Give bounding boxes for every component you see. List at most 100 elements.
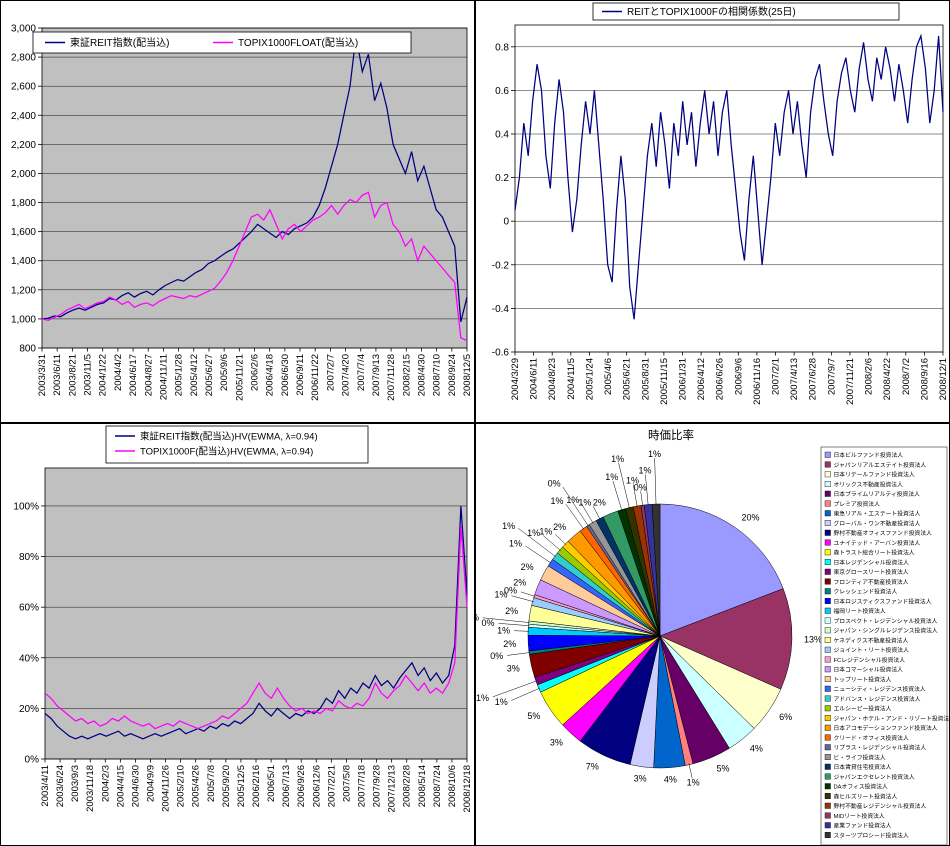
legend-label: 森トラスト総合リート投資法人 [834, 549, 915, 557]
plot-area [44, 467, 468, 760]
line-chart-vol: 0%20%40%60%80%100%2003/4/11 2003/6/24 2003… [0, 423, 475, 846]
legend-swatch [824, 715, 831, 721]
x-tick-label: 2006/11/16 [752, 358, 763, 405]
pie-slice [659, 503, 784, 637]
legend-swatch [824, 773, 831, 780]
legend-swatch [824, 461, 831, 468]
pie-percent-label: 2% [593, 498, 606, 508]
x-tick-label: 2004/3/29 [510, 358, 521, 400]
legend-label: TOPIX1000FLOAT(配当込) [238, 36, 358, 49]
legend-swatch [824, 500, 831, 507]
legend-label: 日本プライムリアルティ投資法人 [834, 490, 921, 498]
x-tick-label: 2008/7/2 [901, 358, 912, 395]
pie-percent-label: 3% [507, 664, 520, 674]
label-leader-line [543, 535, 561, 551]
x-axis-labels: 2004/3/29 2004/6/11 2004/8/23 2004/11/5 2005… [510, 352, 949, 405]
legend-label: リプラス・レジデンシャル投資法人 [834, 744, 927, 752]
y-tick-label: 100% [13, 501, 39, 512]
pie-percent-label: 1% [502, 521, 515, 531]
x-tick-label: 2003/9/3 [70, 765, 81, 802]
x-axis-labels: 2003/3/31 2003/6/11 2003/8/21 2003/11/5 2004… [37, 348, 473, 401]
legend-swatch [824, 617, 831, 624]
series-line [41, 35, 468, 322]
legend-label: 野村不動産レジデンシャル投資法人 [834, 802, 927, 810]
x-tick-label: 2006/4/12 [696, 358, 707, 400]
legend-label: ジョイント・リート投資法人 [834, 646, 910, 654]
legend-swatch [824, 471, 831, 478]
legend-swatch [824, 539, 831, 546]
y-tick-label: -0.4 [492, 304, 510, 315]
x-tick-label: 2008/2/15 [401, 354, 412, 396]
x-tick-label: 2004/8/27 [143, 354, 154, 396]
y-tick-label: 0.6 [495, 86, 509, 97]
legend-swatch [824, 724, 831, 731]
legend: 東証REIT指数(配当込)HV(EWMA, λ=0.94) TOPIX1000F(… [105, 425, 369, 464]
x-tick-label: 2008/4/30 [416, 354, 427, 396]
legend-label: 東証REIT指数(配当込) [70, 36, 169, 49]
x-tick-label: 2007/2/21 [326, 765, 337, 807]
legend-label: 日本賃貸住宅投資法人 [834, 763, 892, 771]
legend-label: ニューシティ・レジデンス投資法人 [834, 685, 926, 693]
x-tick-label: 2006/9/11 [295, 354, 306, 396]
y-tick-label: -0.6 [492, 348, 510, 359]
x-tick-label: 2006/6/30 [280, 354, 291, 396]
x-tick-label: 2005/4/12 [189, 354, 200, 396]
legend-label: 東証REIT指数(配当込)HV(EWMA, λ=0.94) [140, 431, 318, 443]
x-tick-label: 2006/6/26 [715, 358, 726, 400]
pie-percent-label: 5% [717, 763, 730, 773]
x-tick-label: 2006/2/6 [250, 354, 261, 391]
legend-label: ビ・ライフ投資法人 [834, 753, 886, 761]
chart-reit-topix-index: 800 1,000 1,200 1,400 1,600 1,800 2,000 2,200 2,… [0, 0, 475, 423]
pie-percent-label: 1% [509, 539, 522, 549]
x-tick-label: 2007/11/28 [386, 354, 397, 401]
y-tick-label: 2,200 [11, 140, 36, 151]
x-tick-label: 2003/3/31 [37, 354, 48, 396]
legend-label: アドバンス・レジデンス投資法人 [834, 695, 921, 703]
legend-label: クレッシェンド投資法人 [834, 588, 898, 596]
pie-title: 時価比率 [648, 428, 694, 442]
legend-label: ケネディクス不動産投資法人 [834, 636, 909, 644]
pie-slice-labels: 20%13%6%4%5%1%4%3%7%3%5%1%1%3%0%2%1%0%0%… [475, 449, 822, 787]
x-tick-label: 2008/12/18 [462, 765, 473, 813]
label-leader-line [633, 484, 638, 508]
pie-percent-label: 4% [664, 775, 677, 785]
pie-percent-label: 1% [494, 590, 507, 600]
x-tick-label: 2006/9/26 [296, 765, 307, 807]
pie-percent-label: 2% [521, 562, 534, 572]
y-axis-labels: 0% 20% 40% 60% 80% 100% [13, 501, 39, 765]
x-tick-label: 2006/1/31 [677, 358, 688, 400]
x-tick-label: 2007/7/18 [357, 765, 368, 807]
legend-swatch [824, 481, 831, 487]
y-tick-label: -0.2 [492, 260, 510, 271]
legend-swatch [824, 559, 831, 565]
legend-box [105, 425, 369, 464]
legend-label: フロンティア不動産投資法人 [834, 578, 909, 586]
pie-percent-label: 1% [611, 454, 624, 464]
x-tick-label: 2004/9/9 [146, 765, 157, 802]
legend-swatch [824, 607, 831, 614]
chart-market-cap-pie: 時価比率 20% 13% 6% 4% 5% 1% 4% 3% 7% 3% 5% 1% 1% 3% 0% 2% 1%… [475, 423, 950, 846]
pie-percent-label: 1% [495, 697, 508, 707]
x-tick-label: 2004/11/5 [566, 358, 577, 400]
legend-swatch [824, 588, 831, 595]
pie-percent-label: 1% [566, 495, 579, 505]
legend-label: 福岡リート投資法人 [834, 607, 886, 615]
legend-swatch [824, 656, 831, 663]
line-chart-price: 800 1,000 1,200 1,400 1,600 1,800 2,000 2,200 2,… [0, 0, 475, 423]
label-leader-line [562, 486, 589, 527]
y-axis-labels: -0.6 -0.4 -0.2 0 0.2 0.4 0.6 0.8 [492, 42, 510, 358]
legend-swatch [824, 754, 831, 760]
x-tick-label: 2003/4/11 [40, 765, 51, 807]
legend-swatch [824, 510, 831, 517]
legend-label: ジャパンエクセレント投資法人 [834, 773, 915, 781]
x-tick-label: 2005/2/10 [176, 765, 187, 807]
legend-label: ジャパン・ホテル・アンド・リゾート投資法人 [834, 714, 950, 722]
legend-swatch [824, 812, 831, 819]
legend-label: 産業ファンド投資法人 [834, 822, 892, 830]
x-tick-label: 2005/6/27 [204, 354, 215, 396]
label-leader-line [618, 462, 630, 509]
legend-swatch [824, 598, 831, 604]
chart-correlation: -0.6 -0.4 -0.2 0 0.2 0.4 0.6 0.8 2004/3/29 2004/6… [475, 0, 950, 423]
y-tick-label: 0.4 [495, 130, 509, 141]
x-tick-label: 2007/2/7 [325, 354, 336, 391]
